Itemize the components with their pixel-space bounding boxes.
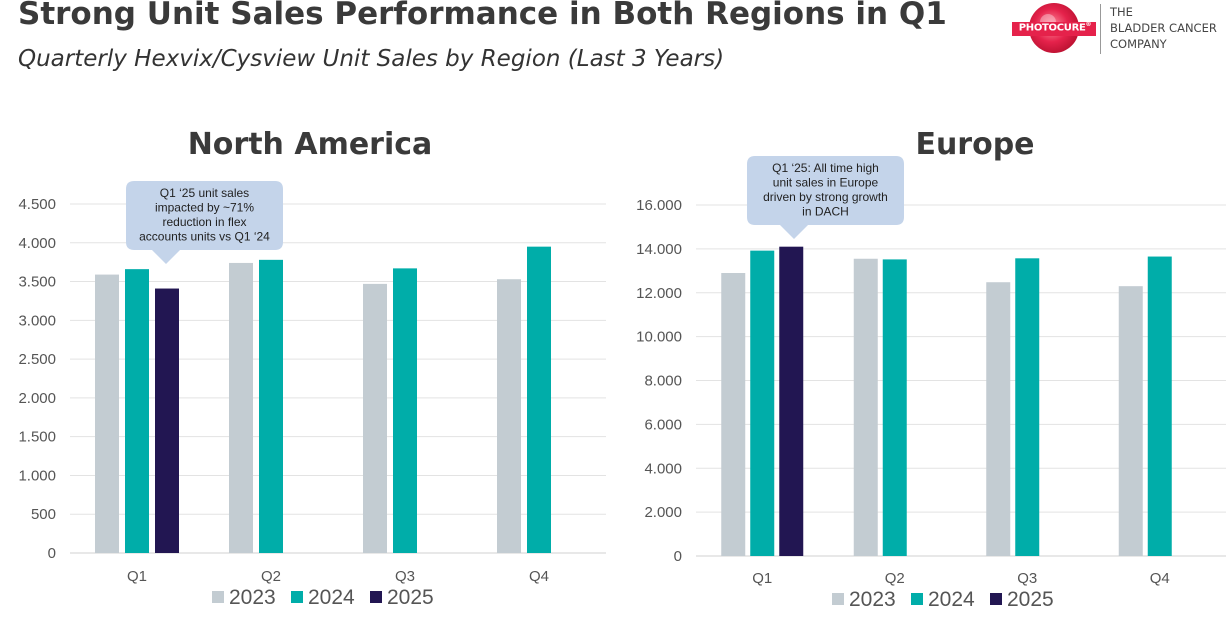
logo-tagline-line: THE: [1110, 5, 1133, 19]
legend-label: 2025: [1007, 588, 1054, 611]
legend-label: 2023: [849, 588, 896, 611]
bar-2023-q2: [853, 258, 878, 556]
logo-wordmark: PHOTOCURE: [1018, 22, 1086, 34]
page-subtitle: Quarterly Hexvix/Cysview Unit Sales by R…: [18, 46, 725, 72]
bar-2025-q1: [779, 246, 804, 556]
bar-2023-q2: [229, 262, 253, 553]
bar-2025-q1: [155, 288, 179, 553]
north-america-chart: North America 0 500 1.000 1.500 2.000 2.500 3.0…: [18, 127, 606, 609]
annotation-text: driven by strong growth: [763, 190, 888, 204]
legend-label: 2023: [229, 586, 276, 609]
legend-label: 2024: [928, 588, 975, 611]
x-tick-label: Q4: [1150, 570, 1170, 587]
y-tick-label: 6.000: [644, 416, 682, 433]
y-tick-label: 0: [674, 548, 682, 565]
page-title: Strong Unit Sales Performance in Both Re…: [18, 0, 947, 32]
annotation-text: Q1 ‘25: All time high: [772, 161, 879, 175]
legend-label: 2025: [387, 586, 434, 609]
y-tick-label: 0: [48, 545, 56, 562]
legend-label: 2024: [308, 586, 355, 609]
bar-2023-q4: [1118, 286, 1143, 556]
y-tick-label: 8.000: [644, 373, 682, 390]
bar-2023-q1: [95, 274, 119, 553]
y-tick-label: 4.000: [644, 460, 682, 477]
y-tick-label: 14.000: [636, 241, 682, 258]
x-tick-label: Q4: [529, 568, 549, 585]
bar-2023-q3: [363, 283, 387, 553]
y-tick-label: 1.500: [18, 429, 56, 446]
bar-2024-q1: [125, 269, 149, 553]
x-tick-label: Q2: [885, 570, 905, 587]
y-tick-label: 500: [31, 506, 56, 523]
logo-divider: [1100, 4, 1101, 54]
annotation-callout: [747, 156, 904, 239]
legend-swatch: [911, 593, 923, 605]
y-tick-label: 12.000: [636, 285, 682, 302]
chart-title: North America: [188, 127, 433, 162]
photocure-logo-icon: [1012, 3, 1096, 53]
x-tick-label: Q1: [752, 570, 772, 587]
y-tick-label: 4.000: [18, 235, 56, 252]
y-tick-label: 4.500: [18, 196, 56, 213]
bar-2024-q2: [259, 259, 283, 553]
annotation-text: impacted by ~71%: [155, 201, 254, 215]
y-tick-label: 16.000: [636, 197, 682, 214]
bar-2024-q1: [750, 250, 775, 556]
y-tick-label: 10.000: [636, 329, 682, 346]
annotation-text: accounts units vs Q1 ‘24: [139, 230, 270, 244]
annotation-text: unit sales in Europe: [773, 176, 879, 190]
bar-2023-q1: [721, 273, 746, 556]
bar-2023-q3: [986, 282, 1011, 556]
x-tick-label: Q3: [1017, 570, 1037, 587]
bar-2024-q3: [1015, 258, 1040, 556]
company-logo: PHOTOCURE® THE BLADDER CANCER COMPANY: [1006, 0, 1232, 60]
y-tick-label: 2.000: [18, 390, 56, 407]
legend-swatch: [832, 593, 844, 605]
y-tick-label: 3.000: [18, 312, 56, 329]
logo-tagline-line: BLADDER CANCER: [1110, 21, 1217, 35]
annotation-text: Q1 ‘25 unit sales: [160, 186, 249, 200]
bar-2024-q4: [527, 246, 551, 553]
bar-2024-q3: [393, 268, 417, 553]
y-tick-label: 1.000: [18, 467, 56, 484]
x-tick-label: Q1: [127, 568, 147, 585]
annotation-text: reduction in flex: [162, 215, 246, 229]
legend-swatch: [370, 591, 382, 603]
bar-2023-q4: [497, 279, 521, 553]
annotation-callout: [126, 181, 283, 264]
legend-swatch: [990, 593, 1002, 605]
x-tick-label: Q2: [261, 568, 281, 585]
logo-tagline: THE BLADDER CANCER COMPANY: [1110, 4, 1232, 52]
y-tick-label: 2.000: [644, 504, 682, 521]
logo-tagline-line: COMPANY: [1110, 37, 1167, 51]
chart-title: Europe: [915, 127, 1034, 162]
annotation-text: in DACH: [802, 205, 849, 219]
legend-swatch: [291, 591, 303, 603]
x-tick-label: Q3: [395, 568, 415, 585]
y-tick-label: 3.500: [18, 274, 56, 291]
y-tick-label: 2.500: [18, 351, 56, 368]
logo-registered: ®: [1085, 21, 1092, 28]
bar-2024-q4: [1147, 256, 1172, 556]
bar-2024-q2: [882, 259, 907, 556]
legend-swatch: [212, 591, 224, 603]
